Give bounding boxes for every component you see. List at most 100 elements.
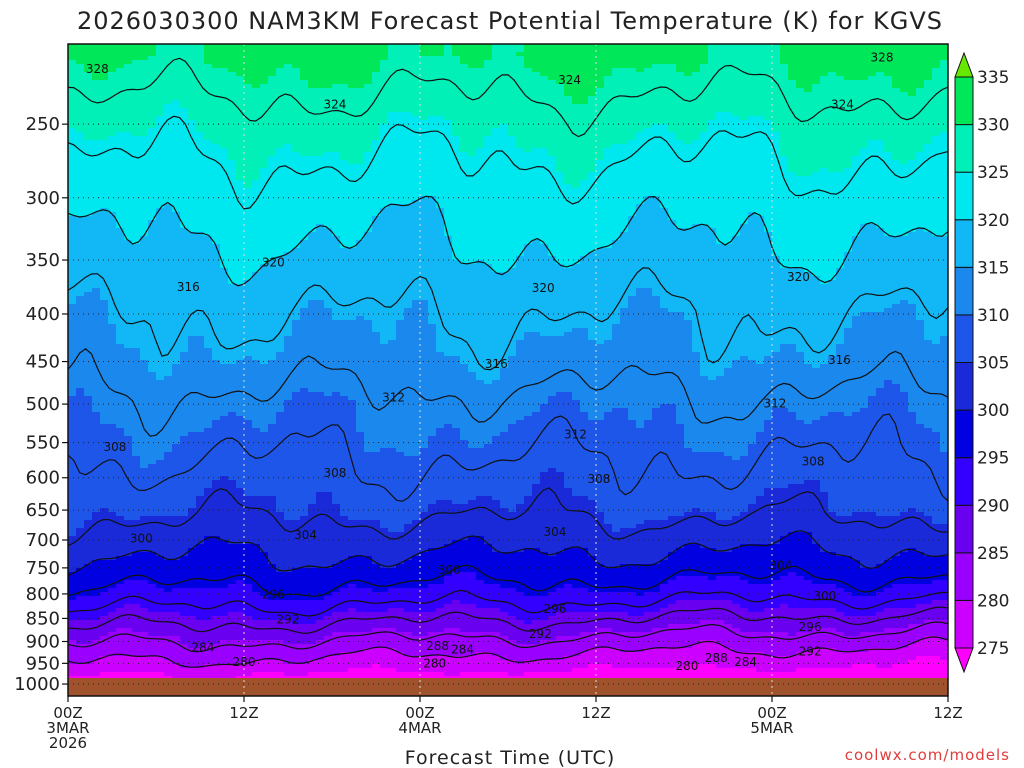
- fill-cell: [716, 376, 725, 453]
- fill-cell: [164, 104, 173, 205]
- fill-cell: [572, 548, 581, 589]
- fill-cell: [620, 308, 629, 409]
- fill-cell: [356, 632, 365, 653]
- fill-cell: [700, 576, 709, 601]
- fill-cell: [308, 232, 317, 301]
- contour-line-328: [68, 57, 948, 138]
- fill-cell: [812, 628, 821, 649]
- fill-cell: [812, 172, 821, 277]
- fill-cell: [868, 596, 877, 617]
- fill-cell: [364, 556, 373, 589]
- fill-cell: [396, 44, 405, 113]
- fill-cell: [532, 412, 541, 485]
- fill-cell: [380, 528, 389, 569]
- fill-cell: [220, 616, 229, 641]
- fill-cell: [452, 572, 461, 601]
- fill-cell: [756, 116, 765, 217]
- fill-cell: [636, 524, 645, 565]
- fill-cell: [556, 392, 565, 473]
- fill-cell: [692, 44, 701, 73]
- fill-cell: [820, 648, 829, 669]
- colorbar-segment: [954, 219, 974, 268]
- colorbar: 275 280 285 290 295 300 305 310 315 320 325 330 335: [954, 51, 1009, 674]
- fill-cell: [172, 44, 181, 101]
- fill-cell: [756, 216, 765, 365]
- fill-cell: [236, 544, 245, 581]
- fill-cell: [548, 336, 557, 397]
- fill-cell: [844, 636, 853, 653]
- fill-cell: [780, 344, 789, 409]
- fill-cell: [516, 552, 525, 593]
- fill-cell: [268, 564, 277, 601]
- fill-cell: [860, 632, 869, 653]
- fill-cell: [940, 132, 948, 237]
- fill-cell: [852, 652, 861, 665]
- fill-cell: [372, 452, 381, 521]
- fill-cell: [436, 208, 445, 353]
- fill-cell: [612, 612, 621, 633]
- fill-cell: [492, 552, 501, 585]
- fill-cell: [740, 456, 749, 513]
- fill-cell: [772, 488, 781, 545]
- fill-cell: [364, 152, 373, 233]
- fill-cell: [540, 596, 549, 621]
- colorbar-segment: [954, 76, 974, 126]
- fill-cell: [460, 572, 469, 605]
- fill-cell: [116, 556, 125, 585]
- fill-cell: [476, 536, 485, 581]
- fill-cell: [924, 556, 933, 585]
- fill-cell: [796, 88, 805, 177]
- fill-cell: [628, 44, 637, 69]
- fill-cell: [452, 260, 461, 357]
- fill-cell: [220, 364, 229, 417]
- fill-cell: [580, 256, 589, 329]
- fill-cell: [588, 632, 597, 649]
- fill-cell: [908, 584, 917, 609]
- fill-cell: [764, 608, 773, 633]
- fill-cell: [620, 592, 629, 613]
- fill-cell: [556, 636, 565, 661]
- fill-cell: [708, 548, 717, 581]
- contour-label: 308: [587, 472, 610, 486]
- fill-cell: [756, 584, 765, 613]
- fill-cell: [452, 628, 461, 657]
- fill-cell: [340, 396, 349, 517]
- fill-cell: [268, 44, 277, 77]
- fill-cell: [404, 612, 413, 633]
- fill-cell: [444, 604, 453, 629]
- fill-cell: [804, 44, 813, 93]
- fill-cell: [468, 156, 477, 265]
- fill-cell: [412, 200, 421, 301]
- fill-cell: [188, 120, 197, 233]
- fill-cell: [700, 376, 709, 453]
- fill-cell: [412, 300, 421, 457]
- fill-cell: [548, 44, 557, 81]
- colorbar-segment: [954, 409, 974, 459]
- y-tick-label: 900: [26, 632, 60, 653]
- contour-label: 312: [564, 427, 587, 441]
- fill-cell: [420, 656, 429, 673]
- fill-cell: [68, 304, 77, 397]
- fill-cell: [428, 584, 437, 613]
- colorbar-tick-label: 290: [977, 496, 1009, 516]
- fill-cell: [116, 132, 125, 229]
- y-tick-label: 500: [26, 394, 60, 415]
- fill-cell: [132, 60, 141, 137]
- fill-cell: [444, 120, 453, 237]
- fill-cell: [228, 640, 237, 665]
- fill-cell: [148, 516, 157, 553]
- fill-cell: [348, 632, 357, 653]
- fill-cell: [252, 44, 261, 89]
- fill-cell: [668, 132, 677, 221]
- fill-cell: [100, 140, 109, 209]
- fill-cell: [452, 504, 461, 541]
- fill-cell: [84, 664, 93, 677]
- fill-cell: [380, 628, 389, 649]
- fill-cell: [764, 420, 773, 489]
- fill-cell: [292, 600, 301, 625]
- fill-cell: [308, 156, 317, 233]
- fill-cell: [580, 632, 589, 653]
- fill-cell: [644, 592, 653, 613]
- fill-cell: [892, 160, 901, 237]
- fill-cell: [164, 44, 173, 105]
